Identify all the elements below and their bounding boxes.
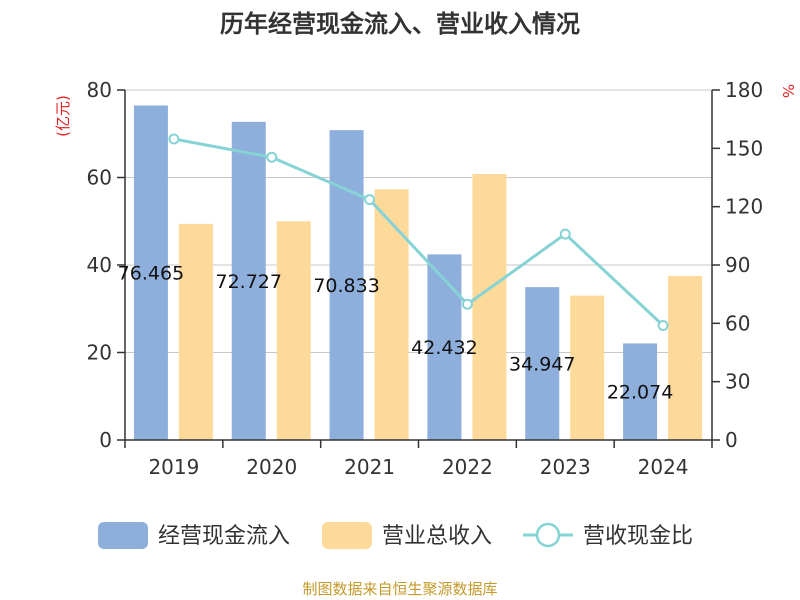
legend-marker-ratio [535,522,561,548]
data-label-cash-inflow: 72.727 [216,271,282,293]
line-ratio [173,137,665,327]
legend-label-revenue: 营业总收入 [382,524,492,549]
x-tick-label: 2022 [442,455,493,479]
axes: 0 20 40 60 80 0 30 60 90 120 150 180 2019 2020 2021 202… [87,78,764,479]
point-ratio [364,194,376,206]
bar-revenue [178,223,213,440]
y-left-tick-label: 0 [99,428,112,452]
y-right-tick-label: 60 [725,311,750,335]
y-right-tick-label: 150 [725,136,763,160]
x-tick-label: 2019 [148,455,199,479]
point-ratio [559,228,571,240]
data-label-cash-inflow: 70.833 [313,275,379,297]
data-labels: 76.465 72.727 70.833 42.432 34.947 22.074 [118,263,674,404]
legend-label-ratio: 营收现金比 [583,524,693,549]
ratio-line [168,133,669,331]
y-left-tick-label: 60 [87,166,112,190]
legend-swatch-cash-inflow [98,522,148,549]
grid-lines [125,89,712,353]
legend-swatch-revenue [322,522,372,549]
bar-revenue [668,275,703,440]
bars [133,105,703,441]
x-tick-label: 2023 [540,455,591,479]
data-label-cash-inflow: 76.465 [118,263,184,285]
point-ratio [461,298,473,310]
y-left-tick-label: 40 [87,253,112,277]
data-label-cash-inflow: 42.432 [411,337,477,359]
x-tick-label: 2020 [246,455,297,479]
legend-label-cash-inflow: 经营现金流入 [158,524,290,549]
legend: 经营现金流入 营业总收入 营收现金比 [98,522,693,549]
y-right-tick-label: 90 [725,253,750,277]
bar-cash-inflow [623,343,658,440]
y-left-tick-label: 20 [87,341,112,365]
x-tick-label: 2024 [638,455,689,479]
data-label-cash-inflow: 22.074 [607,382,673,404]
y-right-tick-label: 180 [725,78,763,102]
chart-title: 历年经营现金流入、营业收入情况 [220,10,580,38]
y-right-tick-label: 120 [725,195,763,219]
bar-cash-inflow [231,121,266,440]
y-left-tick-label: 80 [87,78,112,102]
x-tick-label: 2021 [344,455,395,479]
point-ratio [168,133,180,145]
bar-revenue [276,221,311,440]
bar-cash-inflow [329,130,364,440]
y-left-unit: (亿元) [54,95,72,137]
y-right-unit: % [779,84,797,98]
data-label-cash-inflow: 34.947 [509,354,575,376]
bar-revenue [472,174,507,440]
y-right-tick-label: 0 [725,428,738,452]
bar-cash-inflow [133,105,168,441]
point-ratio [657,319,669,331]
point-ratio [266,151,278,163]
bar-cash-inflow [525,287,560,440]
source-note: 制图数据来自恒生聚源数据库 [302,580,497,598]
bar-cash-inflow [427,254,462,440]
y-right-tick-label: 30 [725,370,750,394]
bar-revenue [374,189,409,440]
bar-revenue [570,295,605,440]
